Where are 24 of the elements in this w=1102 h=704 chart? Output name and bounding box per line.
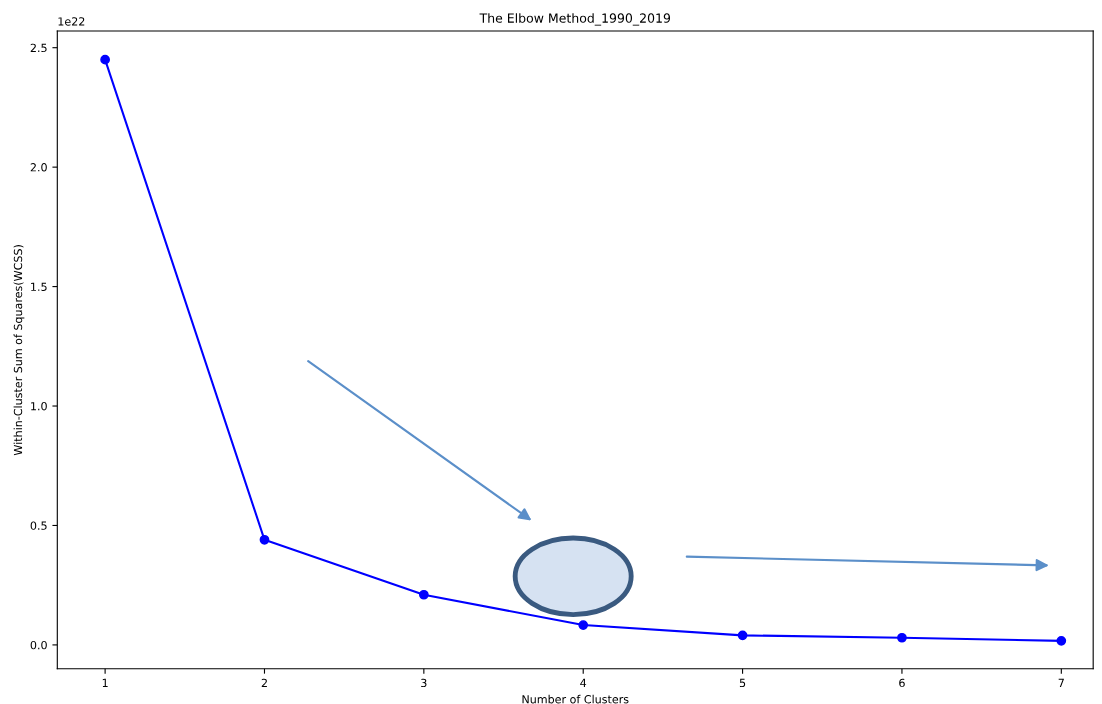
text: 1e22	[58, 17, 85, 26]
x-tick-label: 1	[102, 678, 108, 687]
x-tick-label: 4	[580, 678, 587, 687]
point	[1056, 635, 1067, 646]
x-tick-label: 3	[421, 678, 427, 688]
x-tick-label: 5	[739, 678, 746, 688]
x-axis-title: Number of Clusters	[522, 694, 629, 704]
point	[259, 534, 270, 545]
y-tick-label: 1.5	[31, 282, 47, 291]
y-tick-label: 2.5	[30, 43, 47, 53]
point	[897, 632, 907, 643]
point	[578, 620, 589, 630]
y-axis-title: Within-Cluster Sum of Squares(WCSS)	[13, 245, 25, 456]
y-tick-label: 1.0	[31, 402, 47, 411]
point	[100, 54, 110, 65]
point	[418, 589, 429, 600]
x-tick-label: 2	[261, 678, 267, 687]
chart-title: The Elbow Method_1990_2019	[479, 13, 671, 26]
point	[737, 630, 748, 641]
y-tick-label: 0.0	[30, 640, 47, 650]
x-tick-label: 6	[899, 678, 905, 688]
x-tick-label: 7	[1058, 678, 1064, 687]
y-tick-label: 0.5	[30, 521, 47, 530]
y-tick-label: 2.0	[30, 163, 47, 172]
